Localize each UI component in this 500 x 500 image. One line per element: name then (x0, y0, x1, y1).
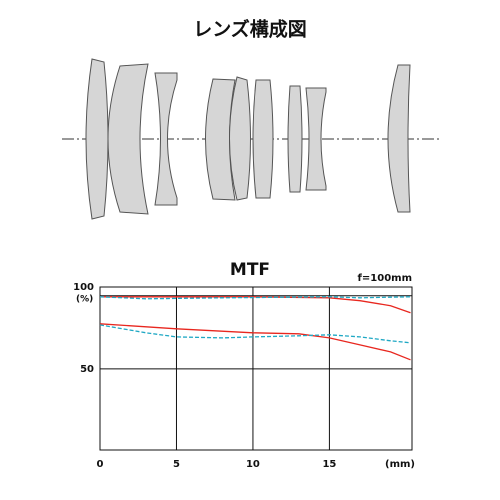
lens (252, 79, 274, 199)
mtf-line (99, 324, 411, 344)
chart-title: MTF (230, 260, 270, 280)
lens (85, 58, 109, 220)
lens (229, 76, 251, 201)
x-unit: (mm) (385, 459, 415, 470)
lens (287, 85, 303, 193)
diagram-title: レンズ構成図 (193, 18, 307, 41)
mtf-line (99, 323, 411, 361)
x-tick-label: 10 (246, 459, 260, 470)
mtf-chart: MTF f=100mm 0 5 10 15 (mm) 100 50 (%) (73, 260, 415, 470)
lens (154, 72, 178, 206)
x-tick-label: 15 (322, 459, 336, 470)
mtf-line (99, 296, 411, 300)
lens (305, 87, 327, 191)
lens-diagram (62, 58, 440, 220)
lens (107, 63, 149, 215)
x-tick-label: 5 (173, 459, 180, 470)
lens (387, 64, 411, 213)
y-unit: (%) (76, 294, 93, 304)
annotation: f=100mm (358, 273, 412, 284)
mtf-line (100, 296, 411, 314)
y-tick-label: 100 (73, 282, 94, 293)
x-tick-label: 0 (97, 459, 104, 470)
y-tick-label: 50 (80, 364, 94, 375)
